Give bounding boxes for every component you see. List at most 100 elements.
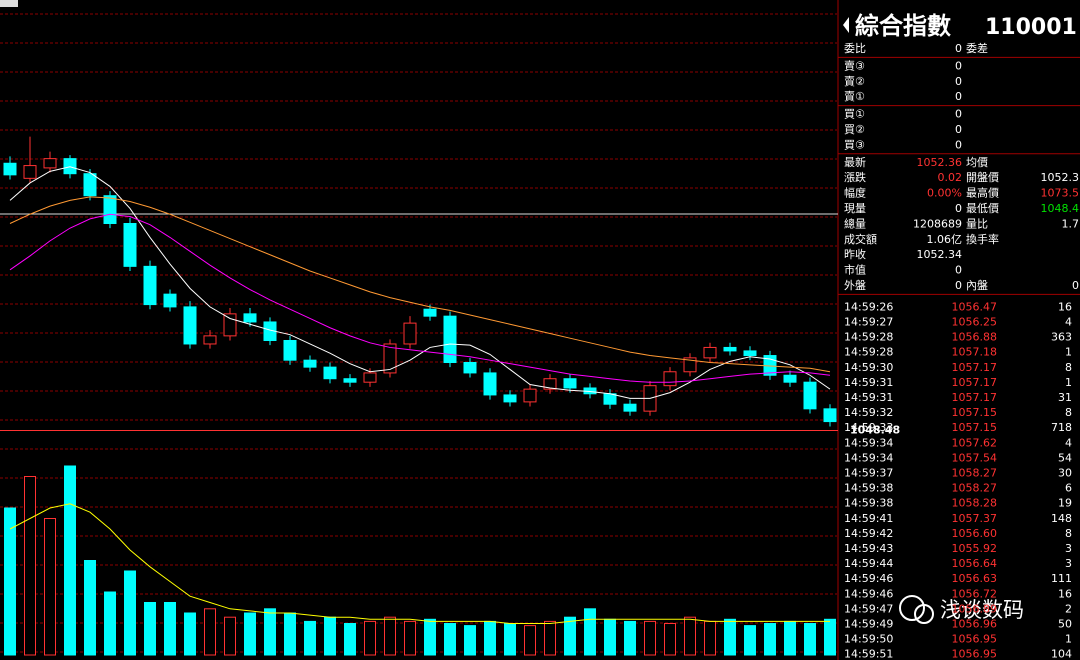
quote-label: 最低價 [966,201,999,215]
volume-bar [224,616,236,656]
tick-price: 1055.92 [952,542,998,555]
candle-body [823,408,837,423]
quote-value: 0 [1072,279,1079,292]
candle-body [283,339,297,361]
quote-value: 0 [955,138,962,151]
candle-body [63,158,77,175]
quote-label: 換手率 [966,232,999,246]
tick-price: 1057.54 [952,451,998,464]
tick-volume: 3 [1065,542,1072,555]
tick-volume: 2 [1065,602,1072,615]
moving-average [9,166,831,399]
tick-price: 1057.17 [952,361,998,374]
volume-bar [684,616,696,656]
tick-price: 1058.28 [952,497,998,510]
volume-bar [264,608,276,656]
candle-body [463,362,477,374]
quote-value: 1052.34 [917,248,963,261]
tick-time: 14:59:50 [844,633,893,646]
volume-bar [204,608,216,656]
tick-time: 14:59:51 [844,648,893,660]
tick-time: 14:59:34 [844,436,893,449]
moving-average [9,196,831,373]
tick-volume: 16 [1058,587,1072,600]
quote-value: 1.06亿 [927,233,963,246]
quote-label: 成交額 [844,232,877,246]
candle-body [43,158,57,169]
tick-volume: 50 [1058,618,1072,631]
tick-time: 14:59:41 [844,512,893,525]
volume-bar [524,625,536,656]
quote-label: 幅度 [844,186,866,200]
tick-price: 1056.63 [952,572,998,585]
quote-value: 0 [955,202,962,215]
quote-value: 0 [955,42,962,55]
tick-volume: 30 [1058,467,1072,480]
index-code: 110001 [985,15,1077,40]
candle-body [143,265,157,306]
tick-time: 14:59:43 [844,542,893,555]
tick-volume: 54 [1058,451,1072,464]
volume-bar [744,625,756,656]
candle-body [783,374,797,383]
candle-body [603,393,617,405]
tick-volume: 16 [1058,300,1072,313]
quote-value: 0 [955,75,962,88]
quote-label: 量比 [966,217,988,230]
volume-bar [544,620,556,656]
quote-value: 0 [955,59,962,72]
candle-body [203,335,217,345]
tick-volume: 1 [1065,633,1072,646]
quote-label: 最高價 [966,186,999,200]
volume-bar [764,623,776,656]
quote-label: 市值 [844,263,866,277]
tick-price: 1057.17 [952,376,998,389]
candle-body [23,165,37,179]
candle-body [443,315,457,363]
quote-label: 賣② [844,74,865,88]
quote-label: 外盤 [844,279,866,292]
tick-time: 14:59:33 [844,421,893,434]
tick-time: 14:59:27 [844,316,893,329]
candle-body [663,371,677,387]
wechat-icon [914,604,934,624]
volume-bar [624,620,636,656]
candle-body [403,322,417,345]
volume-bar [144,602,156,656]
candle-body [83,173,97,197]
candle-body [683,357,697,373]
candle-body [743,350,757,357]
tick-time: 14:59:30 [844,361,893,374]
tick-price: 1057.62 [952,436,998,449]
tick-time: 14:59:37 [844,467,893,480]
tick-volume: 31 [1058,391,1072,404]
candle-body [103,195,117,224]
candle-body [423,308,437,317]
index-title: 綜合指數 [855,12,951,40]
tick-price: 1058.27 [952,467,998,480]
volume-bar [184,612,196,656]
tick-time: 14:59:46 [844,587,893,600]
tick-price: 1058.27 [952,482,998,495]
tick-price: 1056.60 [952,527,998,540]
volume-bar [24,476,36,656]
quote-label: 委差 [966,41,988,55]
quote-label: 總量 [844,216,866,230]
volume-bar [784,620,796,656]
tick-time: 14:59:49 [844,618,893,631]
tick-volume: 19 [1058,497,1072,510]
tick-volume: 6 [1065,482,1072,495]
volume-bar [824,618,836,656]
quote-value: 1208689 [913,217,962,230]
candle-body [703,346,717,359]
quote-value: 0.00% [927,187,962,200]
prev-arrow[interactable] [843,17,849,33]
candle-body [303,359,317,368]
volume-bar [444,623,456,656]
corner-mark [0,0,18,7]
volume-bar [84,560,96,656]
volume-bar [724,618,736,656]
quote-label: 最新 [844,155,866,169]
